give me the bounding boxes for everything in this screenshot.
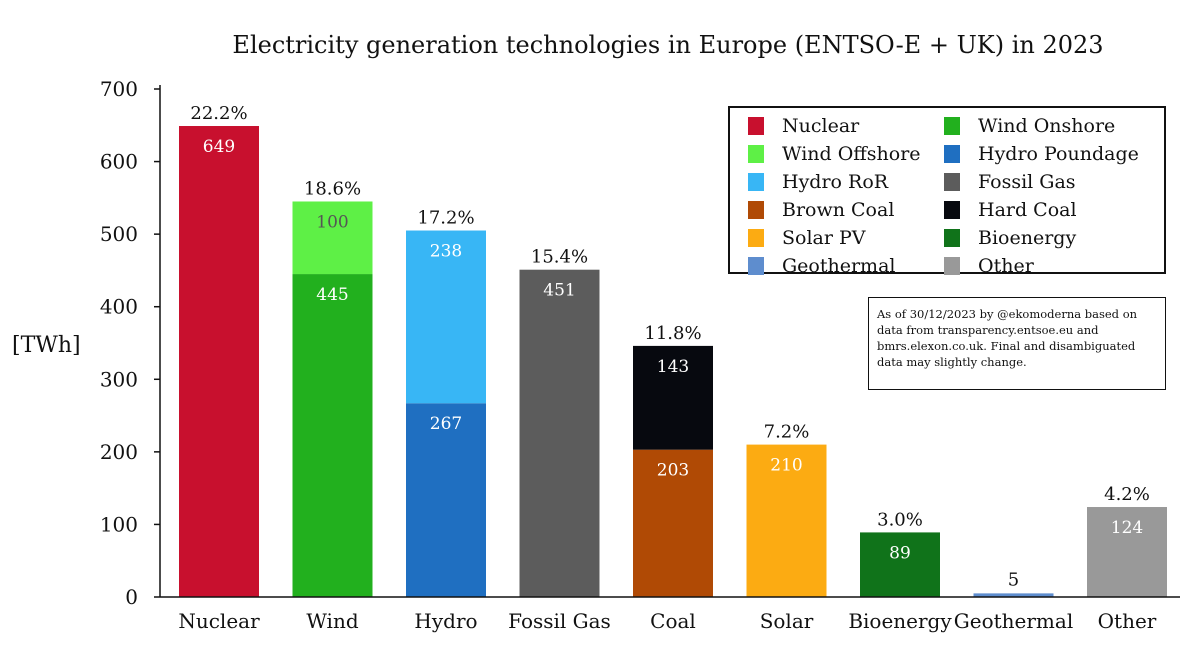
legend-swatch [748,229,764,247]
legend-swatch [748,201,764,219]
value-label: 267 [430,414,462,434]
legend-item: Hydro RoR [748,168,944,196]
bar-segment-bioenergy [860,532,940,597]
legend-item: Hard Coal [944,196,1154,224]
bar-segment-other [1087,507,1167,597]
legend-item: Geothermal [748,252,944,280]
share-label: 22.2% [190,103,247,124]
legend-label: Solar PV [782,227,866,249]
category-label: Fossil Gas [508,609,611,633]
legend-label: Geothermal [782,255,896,277]
value-label: 445 [316,285,348,305]
source-note: As of 30/12/2023 by @ekomoderna based on… [868,297,1166,390]
category-label: Solar [760,609,814,633]
category-label: Geothermal [954,609,1073,633]
legend-item: Nuclear [748,112,944,140]
legend-swatch [944,257,960,275]
y-axis: 0 100 200 300 400 500 600 700 [100,77,161,609]
value-label: 124 [1111,518,1143,538]
x-axis: Nuclear Wind Hydro Fossil Gas Coal Solar Bioen… [160,596,1180,633]
bar-segment-hydro-ror [406,230,486,404]
value-label: 451 [543,281,575,301]
value-label: 89 [889,543,911,563]
y-tick-label: 200 [100,440,138,464]
category-label: Bioenergy [848,609,952,633]
y-tick-label: 700 [100,77,138,101]
bar-segment-geothermal [973,593,1054,597]
legend-label: Hard Coal [978,199,1077,221]
bar-segment-wind-onshore [292,274,373,597]
legend-swatch [944,145,960,163]
share-label: 11.8% [644,323,701,344]
legend-swatch [748,257,764,275]
bar-segment-wind-offshore [292,201,373,275]
y-tick-label: 600 [100,150,138,174]
legend-label: Fossil Gas [978,171,1076,193]
category-label: Hydro [414,609,477,633]
category-label: Other [1098,609,1157,633]
legend-swatch [944,229,960,247]
legend-swatch [748,117,764,135]
legend-swatch [944,117,960,135]
bar-segment-hard-coal [633,345,713,450]
value-label: 649 [203,137,235,157]
bars: 649 22.2% 445 100 18.6% 267 238 17.2% 451 15.4% 20… [179,103,1167,598]
legend-items: Nuclear Wind Onshore Wind Offshore Hydro Po… [748,112,1154,280]
bar-segment-nuclear [179,126,259,598]
bar-segment-solar-pv [746,444,827,597]
value-label: 238 [430,242,462,262]
legend-item: Brown Coal [748,196,944,224]
legend-item: Fossil Gas [944,168,1154,196]
category-label: Wind [306,609,358,633]
legend-item: Hydro Poundage [944,140,1154,168]
value-label: 100 [316,212,348,232]
y-tick-label: 0 [125,585,138,609]
legend-item: Other [944,252,1154,280]
legend-label: Brown Coal [782,199,895,221]
legend: Nuclear Wind Onshore Wind Offshore Hydro Po… [728,106,1166,277]
share-label: 4.2% [1104,484,1150,505]
y-tick-label: 100 [100,512,138,536]
share-label: 15.4% [531,247,588,268]
y-tick-label: 400 [100,295,138,319]
value-label: 210 [770,456,802,476]
share-label: 3.0% [877,509,923,530]
legend-label: Wind Onshore [978,115,1116,137]
legend-label: Hydro RoR [782,171,889,193]
share-label: 17.2% [417,208,474,229]
value-label: 5 [1008,569,1019,590]
legend-swatch [944,173,960,191]
legend-item: Wind Offshore [748,140,944,168]
category-label: Nuclear [178,609,260,633]
bar-segment-hydro-poundage [406,403,486,597]
y-axis-label: [TWh] [12,333,81,358]
legend-swatch [944,201,960,219]
bar-segment-fossil-gas [519,269,600,597]
y-tick-label: 500 [100,222,138,246]
legend-label: Hydro Poundage [978,143,1139,165]
y-tick-label: 300 [100,367,138,391]
share-label: 7.2% [764,422,810,443]
legend-swatch [748,173,764,191]
chart-title: Electricity generation technologies in E… [232,31,1103,59]
value-label: 143 [657,357,689,377]
legend-label: Nuclear [782,115,860,137]
legend-item: Wind Onshore [944,112,1154,140]
legend-swatch [748,145,764,163]
share-label: 18.6% [304,178,361,199]
legend-label: Other [978,255,1034,277]
legend-item: Solar PV [748,224,944,252]
legend-label: Wind Offshore [782,143,921,165]
bar-segment-brown-coal [633,449,713,597]
legend-item: Bioenergy [944,224,1154,252]
value-label: 203 [657,461,689,481]
category-label: Coal [650,609,696,633]
legend-label: Bioenergy [978,227,1077,249]
